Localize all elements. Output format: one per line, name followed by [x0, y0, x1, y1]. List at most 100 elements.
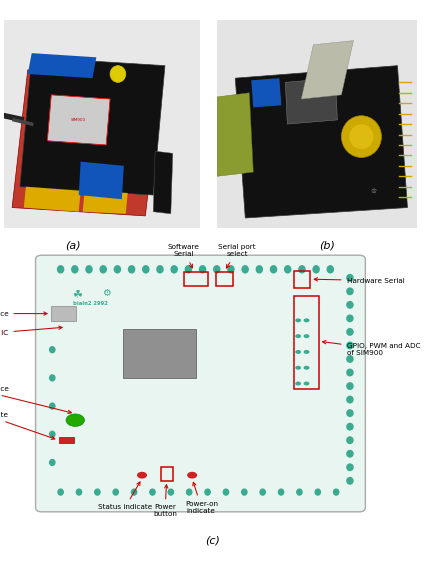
Text: SIM900 IC: SIM900 IC: [0, 326, 62, 336]
FancyBboxPatch shape: [35, 255, 366, 512]
Circle shape: [137, 472, 147, 478]
Ellipse shape: [346, 355, 354, 363]
Ellipse shape: [346, 382, 354, 390]
Ellipse shape: [49, 431, 56, 438]
Circle shape: [295, 318, 301, 322]
Polygon shape: [83, 191, 128, 214]
Polygon shape: [47, 95, 110, 145]
Polygon shape: [251, 78, 281, 107]
Ellipse shape: [346, 464, 354, 472]
Polygon shape: [235, 65, 407, 218]
Ellipse shape: [346, 450, 354, 458]
Ellipse shape: [333, 488, 340, 496]
Ellipse shape: [112, 488, 119, 496]
Text: Power-on
indicate: Power-on indicate: [185, 482, 218, 514]
FancyBboxPatch shape: [51, 306, 76, 321]
Text: Power
button: Power button: [153, 484, 177, 518]
Text: Net indicate: Net indicate: [0, 412, 55, 439]
Ellipse shape: [241, 488, 248, 496]
Ellipse shape: [76, 488, 82, 496]
Ellipse shape: [85, 265, 93, 274]
Ellipse shape: [199, 265, 206, 274]
Ellipse shape: [346, 315, 354, 323]
Ellipse shape: [346, 423, 354, 431]
Polygon shape: [79, 162, 124, 199]
Polygon shape: [12, 70, 161, 216]
Ellipse shape: [149, 488, 156, 496]
Circle shape: [341, 116, 381, 157]
Ellipse shape: [131, 488, 138, 496]
Ellipse shape: [298, 265, 306, 274]
Polygon shape: [24, 187, 81, 212]
Ellipse shape: [256, 265, 263, 274]
Text: Status indicate: Status indicate: [98, 482, 153, 510]
Ellipse shape: [71, 265, 78, 274]
Circle shape: [349, 124, 374, 149]
Ellipse shape: [94, 488, 101, 496]
Circle shape: [295, 366, 301, 370]
Ellipse shape: [346, 301, 354, 309]
Ellipse shape: [327, 265, 334, 274]
Text: Antenna Interface: Antenna Interface: [0, 386, 72, 413]
FancyBboxPatch shape: [58, 437, 75, 443]
Ellipse shape: [57, 265, 64, 274]
Ellipse shape: [259, 488, 266, 496]
Text: (a): (a): [65, 241, 81, 251]
Text: SIM900: SIM900: [71, 118, 86, 122]
Ellipse shape: [346, 477, 354, 484]
Circle shape: [304, 350, 309, 354]
Text: (b): (b): [320, 241, 335, 251]
Circle shape: [295, 381, 301, 386]
Ellipse shape: [346, 409, 354, 417]
Circle shape: [304, 334, 309, 338]
Ellipse shape: [167, 488, 174, 496]
Text: (c): (c): [206, 536, 220, 546]
Text: ⚙: ⚙: [102, 288, 111, 298]
Ellipse shape: [312, 265, 320, 274]
Ellipse shape: [184, 265, 192, 274]
Ellipse shape: [223, 488, 229, 496]
Circle shape: [66, 414, 84, 426]
Circle shape: [110, 65, 126, 82]
Ellipse shape: [49, 403, 56, 409]
Text: Serial port
select: Serial port select: [219, 244, 256, 268]
Ellipse shape: [242, 265, 249, 274]
Ellipse shape: [49, 346, 56, 353]
Circle shape: [295, 334, 301, 338]
Ellipse shape: [346, 274, 354, 281]
Ellipse shape: [346, 328, 354, 336]
Circle shape: [187, 472, 197, 478]
Ellipse shape: [156, 265, 164, 274]
Polygon shape: [28, 53, 96, 78]
Polygon shape: [301, 41, 354, 99]
Text: ☘: ☘: [72, 290, 82, 299]
Ellipse shape: [278, 488, 285, 496]
Circle shape: [304, 318, 309, 322]
Ellipse shape: [314, 488, 321, 496]
Polygon shape: [285, 78, 337, 124]
Text: ♔: ♔: [370, 188, 377, 194]
Ellipse shape: [142, 265, 150, 274]
Ellipse shape: [296, 488, 303, 496]
Ellipse shape: [346, 341, 354, 350]
Ellipse shape: [99, 265, 107, 274]
Ellipse shape: [49, 459, 56, 466]
Polygon shape: [153, 151, 173, 214]
Ellipse shape: [227, 265, 235, 274]
Ellipse shape: [213, 265, 221, 274]
Ellipse shape: [270, 265, 277, 274]
Circle shape: [304, 381, 309, 386]
Text: Hardware Serial: Hardware Serial: [314, 277, 404, 284]
Ellipse shape: [284, 265, 291, 274]
Ellipse shape: [49, 374, 56, 382]
Polygon shape: [217, 93, 253, 176]
Ellipse shape: [346, 369, 354, 377]
Ellipse shape: [114, 265, 121, 274]
Text: bialn2 2992: bialn2 2992: [73, 301, 108, 306]
Ellipse shape: [346, 396, 354, 404]
Circle shape: [304, 366, 309, 370]
Ellipse shape: [170, 265, 178, 274]
Text: GPIO, PWM and ADC
of SIM900: GPIO, PWM and ADC of SIM900: [322, 341, 420, 356]
FancyBboxPatch shape: [123, 328, 196, 378]
Polygon shape: [20, 58, 165, 195]
